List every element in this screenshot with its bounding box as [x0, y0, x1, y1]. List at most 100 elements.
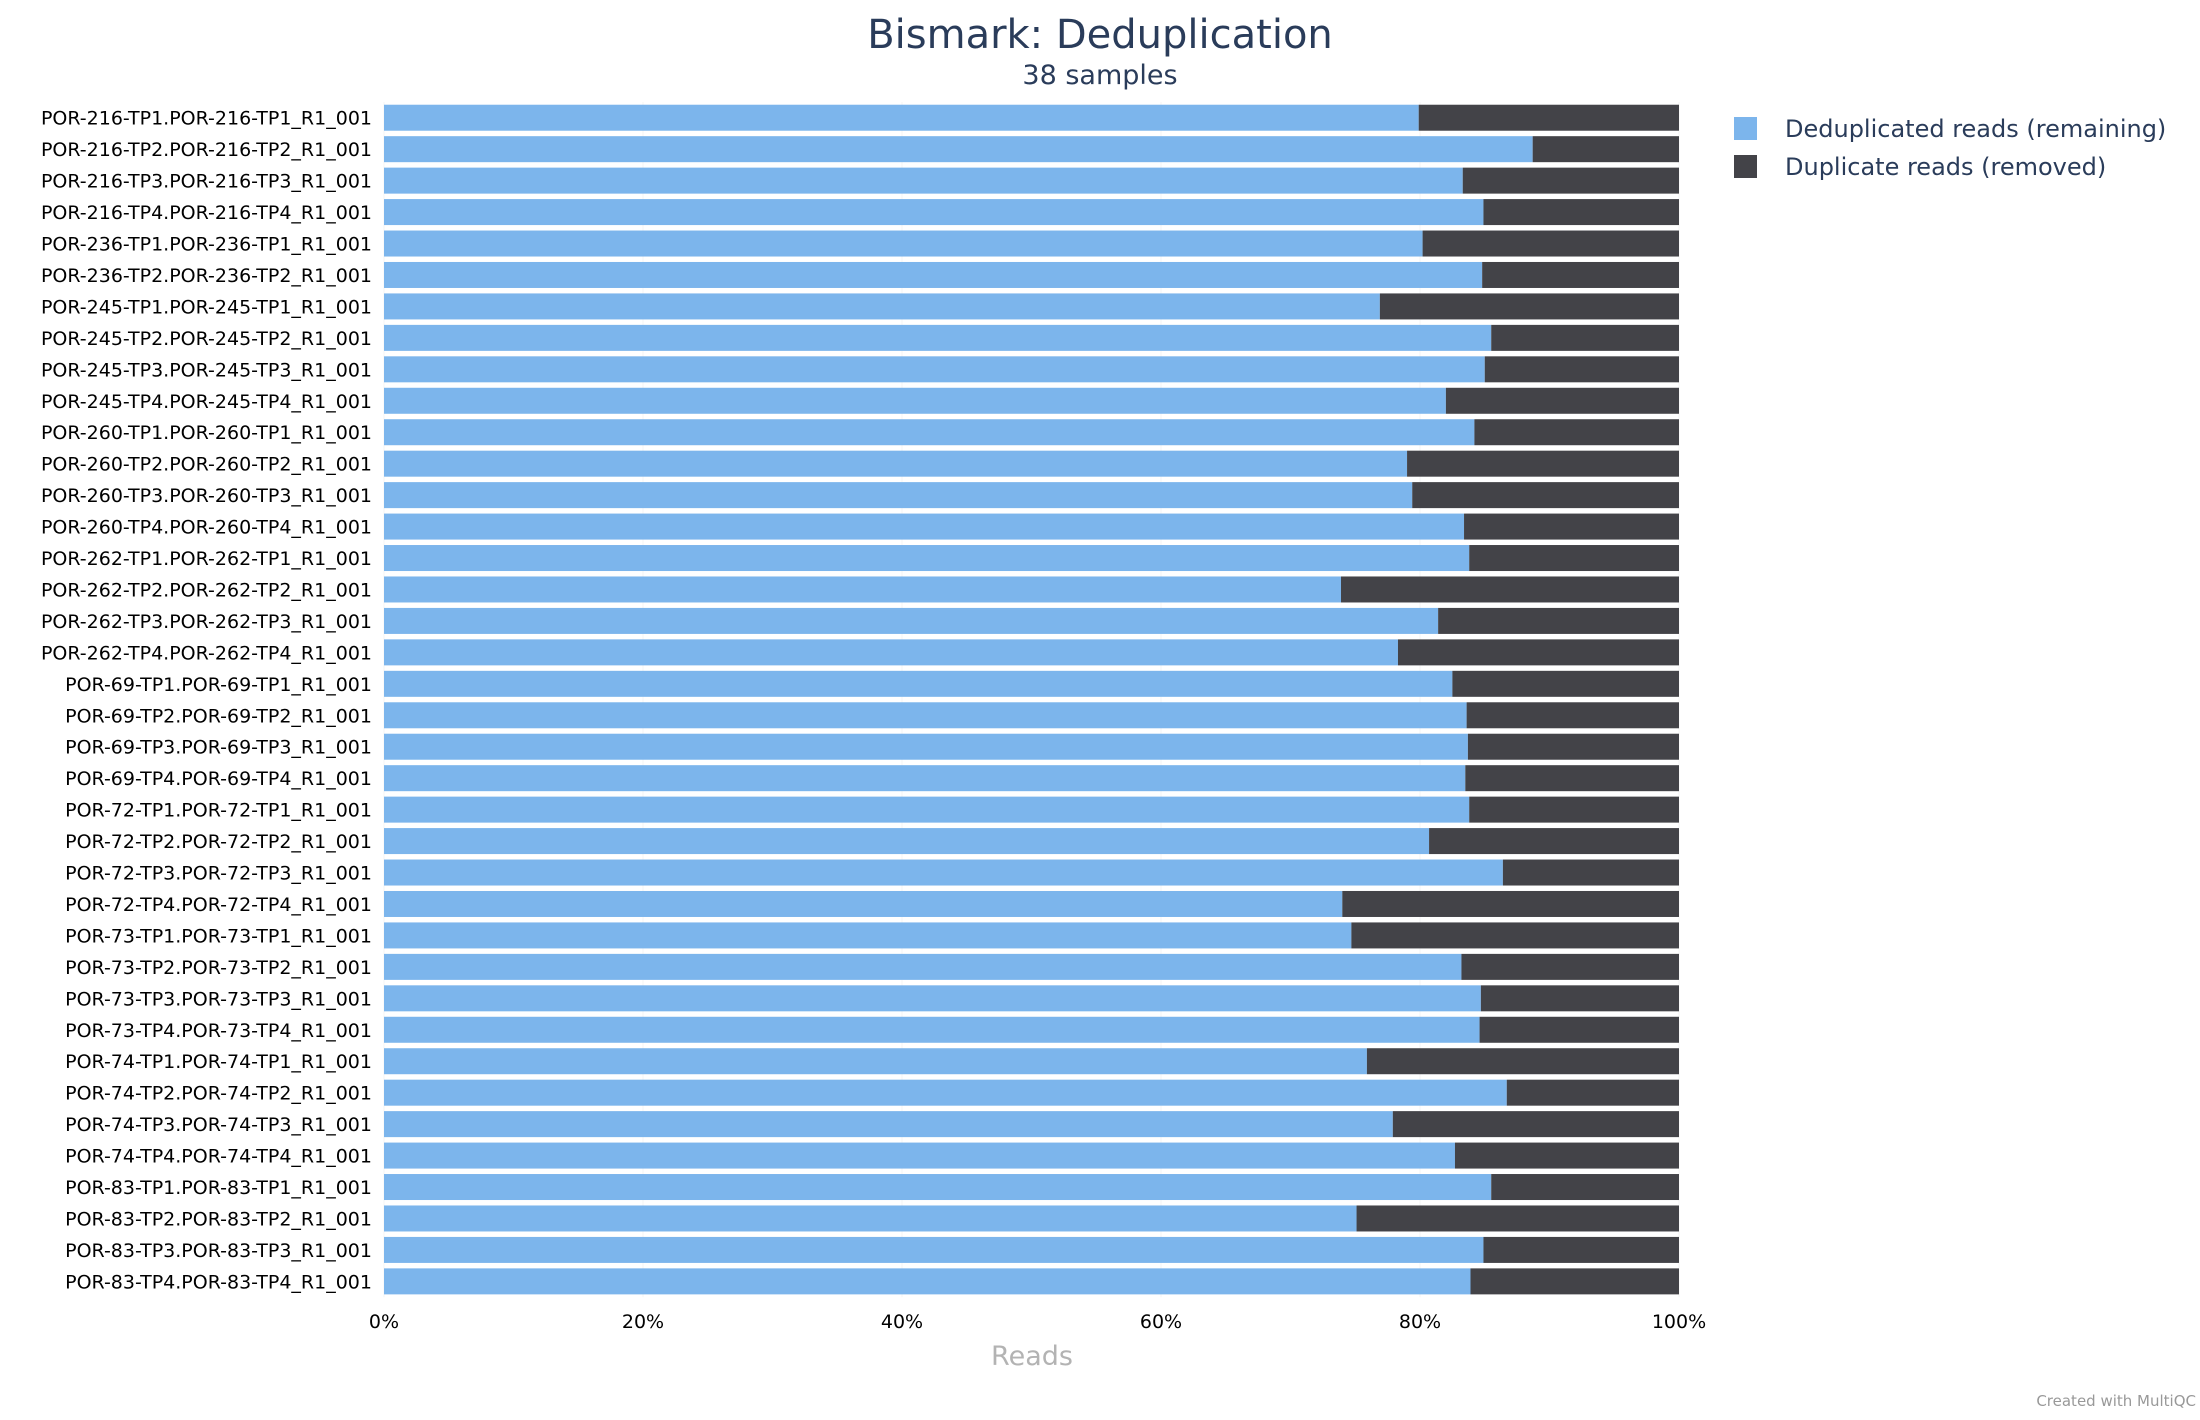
bar-duplicate[interactable] [1407, 450, 1679, 477]
bar-deduplicated[interactable] [384, 796, 1470, 823]
bar-deduplicated[interactable] [384, 261, 1483, 288]
legend-label[interactable]: Deduplicated reads (remaining) [1785, 115, 2166, 143]
bar-duplicate[interactable] [1483, 1236, 1679, 1263]
bar-deduplicated[interactable] [384, 733, 1468, 760]
bar-deduplicated[interactable] [384, 1016, 1480, 1043]
y-tick-label: POR-69-TP4.POR-69-TP4_R1_001 [65, 768, 372, 790]
bar-deduplicated[interactable] [384, 922, 1352, 949]
bar-deduplicated[interactable] [384, 1048, 1367, 1075]
bar-duplicate[interactable] [1482, 261, 1679, 288]
bar-deduplicated[interactable] [384, 1174, 1492, 1201]
bar-deduplicated[interactable] [384, 576, 1342, 603]
bar-duplicate[interactable] [1438, 607, 1679, 634]
bar-deduplicated[interactable] [384, 639, 1398, 666]
bar-deduplicated[interactable] [384, 828, 1430, 855]
y-tick-label: POR-83-TP4.POR-83-TP4_R1_001 [65, 1271, 372, 1293]
y-tick-label: POR-216-TP1.POR-216-TP1_R1_001 [41, 108, 372, 130]
bar-duplicate[interactable] [1418, 104, 1679, 131]
bar-deduplicated[interactable] [384, 953, 1462, 980]
bar-deduplicated[interactable] [384, 450, 1408, 477]
bar-deduplicated[interactable] [384, 293, 1380, 320]
bar-deduplicated[interactable] [384, 482, 1413, 509]
y-axis-labels: POR-216-TP1.POR-216-TP1_R1_001 POR-216-TP… [41, 108, 372, 1294]
bar-duplicate[interactable] [1484, 356, 1679, 383]
bar-duplicate[interactable] [1351, 922, 1679, 949]
bar-duplicate[interactable] [1470, 1268, 1679, 1295]
bar-deduplicated[interactable] [384, 1142, 1455, 1169]
y-tick-label: POR-245-TP1.POR-245-TP1_R1_001 [41, 296, 372, 318]
bar-deduplicated[interactable] [384, 890, 1343, 917]
y-tick-label: POR-73-TP2.POR-73-TP2_R1_001 [65, 957, 372, 979]
bar-duplicate[interactable] [1467, 733, 1679, 760]
bar-deduplicated[interactable] [384, 324, 1492, 351]
bar-deduplicated[interactable] [384, 1079, 1507, 1106]
y-tick-label: POR-74-TP2.POR-74-TP2_R1_001 [65, 1083, 372, 1105]
bar-deduplicated[interactable] [384, 1268, 1471, 1295]
bar-duplicate[interactable] [1429, 828, 1679, 855]
legend-label[interactable]: Duplicate reads (removed) [1785, 153, 2106, 181]
bar-deduplicated[interactable] [384, 607, 1439, 634]
bar-deduplicated[interactable] [384, 199, 1484, 226]
bar-duplicate[interactable] [1466, 702, 1679, 729]
x-tick-label: 100% [1652, 1311, 1706, 1333]
bar-duplicate[interactable] [1422, 230, 1679, 257]
bar-duplicate[interactable] [1469, 545, 1679, 572]
bar-deduplicated[interactable] [384, 167, 1463, 194]
bar-duplicate[interactable] [1341, 576, 1679, 603]
bar-duplicate[interactable] [1491, 1174, 1679, 1201]
y-tick-label: POR-260-TP3.POR-260-TP3_R1_001 [41, 485, 372, 507]
bar-duplicate[interactable] [1502, 859, 1679, 886]
bar-duplicate[interactable] [1462, 167, 1679, 194]
bar-deduplicated[interactable] [384, 104, 1419, 131]
bar-duplicate[interactable] [1461, 953, 1679, 980]
y-tick-label: POR-260-TP2.POR-260-TP2_R1_001 [41, 454, 372, 476]
bar-duplicate[interactable] [1464, 513, 1679, 540]
bar-duplicate[interactable] [1474, 419, 1679, 446]
bar-deduplicated[interactable] [384, 230, 1423, 257]
legend: Deduplicated reads (remaining) Duplicate … [1734, 115, 2166, 181]
credit-text[interactable]: Created with MultiQC [2036, 1392, 2196, 1410]
bar-duplicate[interactable] [1356, 1205, 1679, 1232]
bar-deduplicated[interactable] [384, 1111, 1393, 1138]
bar-deduplicated[interactable] [384, 136, 1533, 163]
legend-swatch[interactable] [1734, 117, 1757, 140]
bar-duplicate[interactable] [1366, 1048, 1679, 1075]
bar-duplicate[interactable] [1342, 890, 1679, 917]
bar-duplicate[interactable] [1454, 1142, 1679, 1169]
bar-duplicate[interactable] [1392, 1111, 1679, 1138]
x-tick-label: 80% [1399, 1311, 1441, 1333]
y-tick-label: POR-245-TP4.POR-245-TP4_R1_001 [41, 391, 372, 413]
bar-deduplicated[interactable] [384, 356, 1485, 383]
bar-deduplicated[interactable] [384, 859, 1503, 886]
bar-deduplicated[interactable] [384, 513, 1465, 540]
y-tick-label: POR-83-TP2.POR-83-TP2_R1_001 [65, 1208, 372, 1230]
bar-duplicate[interactable] [1412, 482, 1679, 509]
bar-deduplicated[interactable] [384, 765, 1466, 792]
bar-duplicate[interactable] [1479, 1016, 1679, 1043]
bar-duplicate[interactable] [1532, 136, 1679, 163]
bar-duplicate[interactable] [1397, 639, 1679, 666]
bar-deduplicated[interactable] [384, 1205, 1357, 1232]
bar-duplicate[interactable] [1506, 1079, 1679, 1106]
bar-duplicate[interactable] [1469, 796, 1679, 823]
x-tick-label: 40% [881, 1311, 923, 1333]
bar-deduplicated[interactable] [384, 702, 1467, 729]
bar-duplicate[interactable] [1379, 293, 1679, 320]
y-tick-label: POR-245-TP3.POR-245-TP3_R1_001 [41, 359, 372, 381]
bar-deduplicated[interactable] [384, 387, 1446, 414]
bar-duplicate[interactable] [1445, 387, 1679, 414]
legend-swatch[interactable] [1734, 155, 1757, 178]
bar-duplicate[interactable] [1483, 199, 1679, 226]
bar-deduplicated[interactable] [384, 545, 1470, 572]
y-tick-label: POR-216-TP4.POR-216-TP4_R1_001 [41, 202, 372, 224]
y-tick-label: POR-260-TP4.POR-260-TP4_R1_001 [41, 517, 372, 539]
y-tick-label: POR-72-TP4.POR-72-TP4_R1_001 [65, 894, 372, 916]
bar-deduplicated[interactable] [384, 985, 1481, 1012]
bar-duplicate[interactable] [1491, 324, 1679, 351]
bar-deduplicated[interactable] [384, 1236, 1484, 1263]
bar-deduplicated[interactable] [384, 670, 1453, 697]
bar-duplicate[interactable] [1480, 985, 1679, 1012]
bar-duplicate[interactable] [1465, 765, 1679, 792]
bar-deduplicated[interactable] [384, 419, 1475, 446]
bar-duplicate[interactable] [1452, 670, 1679, 697]
